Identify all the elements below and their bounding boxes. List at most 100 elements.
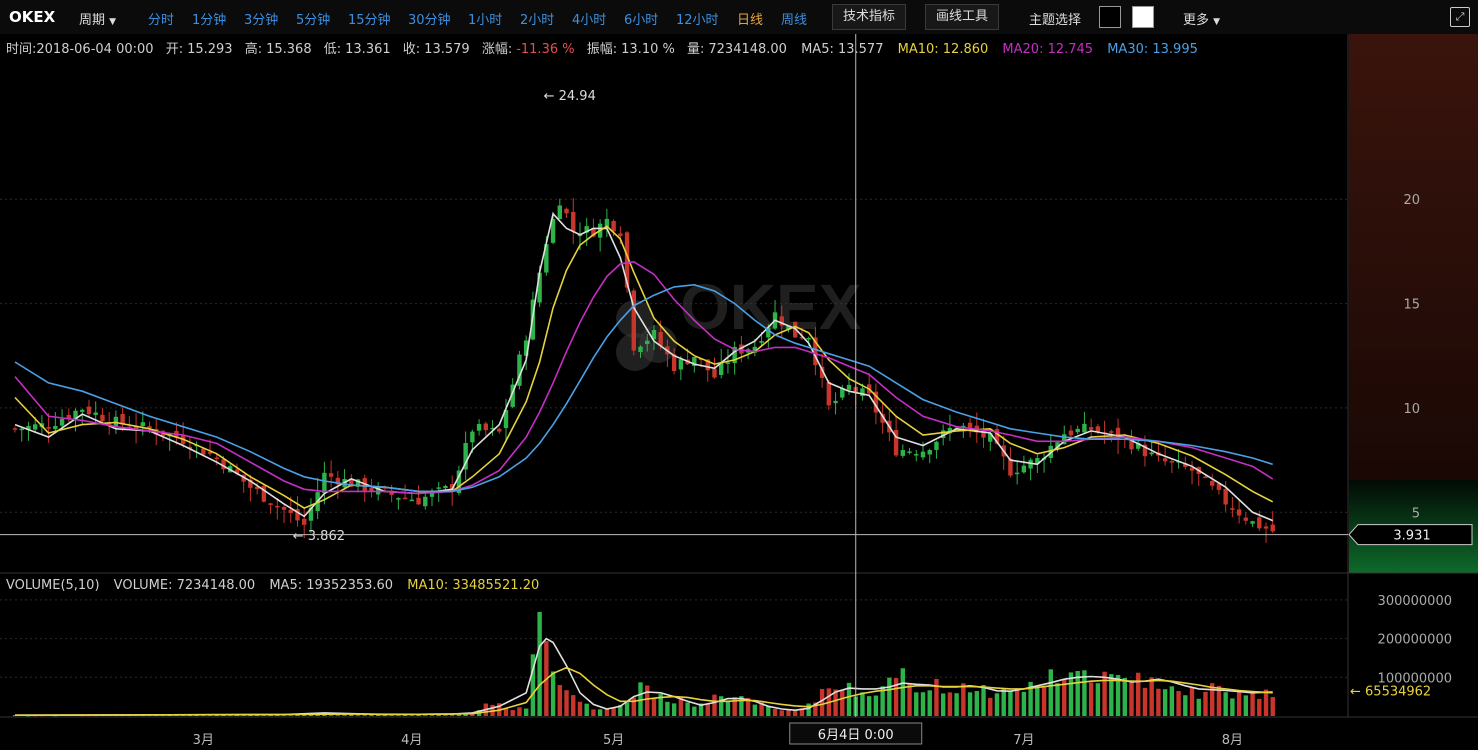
candle-body xyxy=(645,340,650,345)
candle-body xyxy=(369,487,374,492)
fullscreen-icon[interactable]: ⤢ xyxy=(1450,7,1470,27)
volume-bar xyxy=(537,611,542,716)
volume-bar xyxy=(705,703,710,716)
candle-body xyxy=(725,362,731,364)
candle-body xyxy=(739,344,744,354)
volume-bar xyxy=(961,683,966,716)
candle-body xyxy=(1136,443,1141,449)
candle-body xyxy=(476,424,482,431)
theme-light-swatch[interactable] xyxy=(1132,6,1154,28)
chevron-down-icon: ▼ xyxy=(109,17,117,27)
candle-body xyxy=(618,233,623,237)
interval-daily[interactable]: 日线 xyxy=(737,13,764,28)
volume-bar xyxy=(1203,691,1208,716)
min-price-label: ← 3.862 xyxy=(293,529,345,544)
candle-body xyxy=(187,446,193,449)
volume-bar xyxy=(355,714,361,716)
volume-bar xyxy=(409,715,415,717)
more-dropdown[interactable]: 更多 ▼ xyxy=(1183,9,1220,28)
interval-30min[interactable]: 30分钟 xyxy=(408,13,451,28)
volume-bar xyxy=(732,697,737,716)
candle-body xyxy=(671,354,677,372)
candle-body xyxy=(544,244,549,273)
volume-bar xyxy=(1055,683,1060,716)
time-tick-label: 8月 xyxy=(1222,733,1243,748)
interval-timeline[interactable]: 分时 xyxy=(148,13,175,28)
interval-1min[interactable]: 1分钟 xyxy=(192,13,227,28)
candle-body xyxy=(510,384,515,407)
volume-bar xyxy=(967,692,973,716)
theme-dark-swatch[interactable] xyxy=(1099,6,1121,28)
interval-15min[interactable]: 15分钟 xyxy=(348,13,391,28)
candle-body xyxy=(436,487,441,489)
volume-bar xyxy=(1169,686,1175,716)
candle-body xyxy=(53,426,58,430)
volume-bar xyxy=(840,689,845,716)
candle-body xyxy=(295,509,300,521)
candle-body xyxy=(12,428,18,430)
max-price-label: ← 24.94 xyxy=(544,89,596,104)
volume-bar xyxy=(947,692,953,716)
interval-weekly[interactable]: 周线 xyxy=(781,13,808,28)
price-info-bar: 时间:2018-06-04 00:00 开: 15.293 高: 15.368 低:… xyxy=(6,41,1198,57)
volume-bar xyxy=(1062,679,1067,716)
candle-body xyxy=(281,506,287,510)
volume-bar xyxy=(342,714,347,716)
candle-body xyxy=(967,422,973,428)
interval-2h[interactable]: 2小时 xyxy=(520,13,555,28)
volume-bar xyxy=(806,703,811,716)
indicators-button[interactable]: 技术指标 xyxy=(832,4,907,30)
candle-body xyxy=(1149,452,1154,455)
volume-bar xyxy=(631,697,636,716)
volume-tick-label: 100000000 xyxy=(1378,671,1452,686)
candle-body xyxy=(248,479,253,488)
candle-body xyxy=(120,413,125,425)
more-label: 更多 xyxy=(1183,13,1210,28)
candle-body xyxy=(322,472,327,494)
candle-body xyxy=(1250,521,1255,524)
volume-bar xyxy=(416,714,421,716)
interval-4h[interactable]: 4小时 xyxy=(572,13,607,28)
candle-body xyxy=(940,430,946,439)
candle-body xyxy=(335,477,341,485)
interval-6h[interactable]: 6小时 xyxy=(624,13,659,28)
candle-body xyxy=(732,346,737,364)
volume-bar xyxy=(1216,685,1222,716)
candle-body xyxy=(483,423,489,431)
volume-bar xyxy=(887,677,892,716)
ma20-value: MA20: 12.745 xyxy=(1002,42,1093,57)
period-dropdown[interactable]: 周期 ▼ xyxy=(79,9,116,28)
candle-body xyxy=(328,473,334,477)
candle-body xyxy=(416,497,421,505)
interval-12h[interactable]: 12小时 xyxy=(676,13,719,28)
volume-bar xyxy=(1021,691,1027,716)
candle-body xyxy=(86,406,92,415)
candle-body xyxy=(819,366,825,378)
drawing-tools-button[interactable]: 画线工具 xyxy=(925,4,1000,30)
candle-body xyxy=(1263,526,1269,529)
volume-bar xyxy=(873,695,879,716)
volume-bar xyxy=(1210,683,1215,716)
candle-body xyxy=(133,425,139,430)
time-tick-label: 5月 xyxy=(603,733,624,748)
volume-bar xyxy=(1008,690,1013,716)
candle-body xyxy=(66,414,72,419)
chart-background xyxy=(0,34,1478,750)
candle-body xyxy=(759,341,764,343)
logo: OKEX xyxy=(9,8,56,26)
candle-body xyxy=(934,441,939,450)
interval-1h[interactable]: 1小时 xyxy=(468,13,503,28)
svg-text:VOLUME(5,10) VOLUME: 723: VOLUME(5,10) VOLUME: 7234148.00 MA5: 193… xyxy=(6,578,539,593)
candle-body xyxy=(234,469,240,474)
time-axis: 3月 4月 5月 7月 8月 xyxy=(193,733,1243,748)
interval-3min[interactable]: 3分钟 xyxy=(244,13,279,28)
interval-5min[interactable]: 5分钟 xyxy=(296,13,331,28)
crosshair-price-box xyxy=(1348,524,1473,546)
volume-bar xyxy=(1088,682,1094,716)
volume-last-label: ← 65534962 xyxy=(1350,685,1431,700)
volume-bar xyxy=(1189,686,1195,716)
candle-body xyxy=(846,384,852,390)
volume-bar xyxy=(786,709,791,716)
candle-body xyxy=(396,498,401,500)
